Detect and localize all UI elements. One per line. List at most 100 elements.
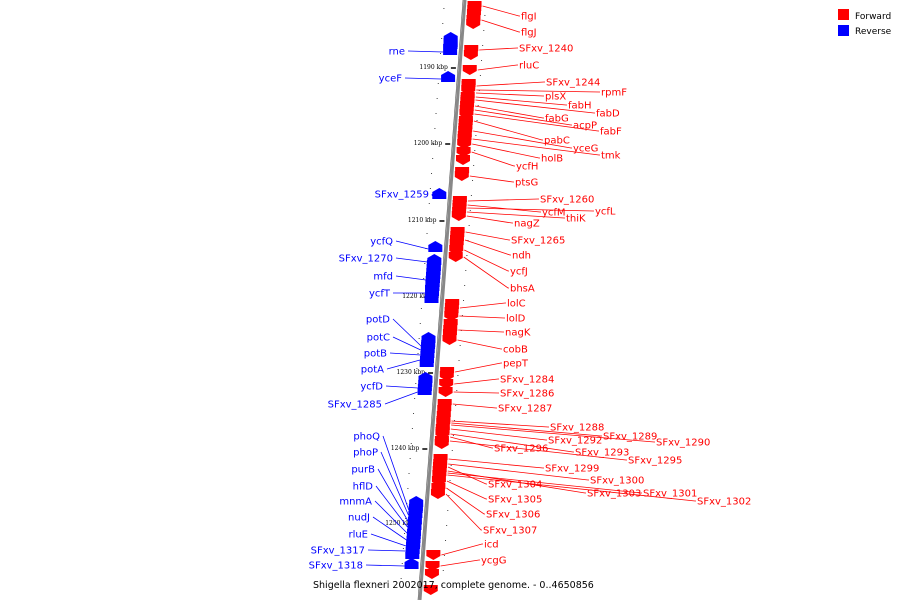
forward-gene-arrow[interactable] (460, 97, 475, 107)
forward-gene-label[interactable]: holB (541, 154, 563, 165)
forward-gene-arrow[interactable] (430, 489, 445, 499)
reverse-gene-arrow[interactable] (418, 376, 433, 387)
forward-gene-label[interactable]: ptsG (515, 178, 538, 189)
forward-gene-arrow[interactable] (426, 550, 441, 560)
reverse-gene-arrow[interactable] (404, 558, 419, 569)
reverse-gene-label[interactable]: nudJ (348, 513, 370, 524)
forward-gene-arrow[interactable] (448, 252, 463, 262)
forward-gene-arrow[interactable] (435, 427, 450, 437)
forward-gene-label[interactable]: ycgG (481, 556, 507, 567)
forward-gene-arrow[interactable] (449, 239, 464, 249)
forward-gene-label[interactable]: SFxv_1290 (656, 438, 710, 449)
forward-gene-arrow[interactable] (462, 65, 477, 75)
forward-gene-label[interactable]: SFxv_1296 (494, 444, 548, 455)
forward-gene-label[interactable]: pepT (503, 359, 529, 370)
reverse-gene-label[interactable]: rluE (348, 530, 368, 541)
forward-gene-label[interactable]: pabC (544, 136, 570, 147)
forward-gene-arrow[interactable] (445, 299, 460, 309)
forward-gene-label[interactable]: SFxv_1244 (546, 78, 600, 89)
forward-gene-arrow[interactable] (434, 439, 449, 449)
forward-gene-label[interactable]: icd (484, 540, 499, 551)
forward-gene-label[interactable]: SFxv_1305 (488, 495, 542, 506)
forward-gene-label[interactable]: ndh (512, 251, 531, 262)
reverse-gene-arrow[interactable] (441, 71, 456, 82)
forward-gene-label[interactable]: ycfJ (510, 267, 528, 278)
forward-gene-label[interactable]: SFxv_1303 (587, 489, 641, 500)
reverse-gene-label[interactable]: SFxv_1259 (375, 190, 429, 201)
forward-gene-label[interactable]: SFxv_1293 (575, 448, 629, 459)
reverse-gene-label[interactable]: potD (366, 315, 390, 326)
forward-gene-arrow[interactable] (425, 561, 440, 571)
forward-gene-label[interactable]: SFxv_1265 (511, 236, 565, 247)
forward-gene-label[interactable]: SFxv_1300 (590, 476, 644, 487)
reverse-gene-label[interactable]: SFxv_1318 (309, 561, 363, 572)
forward-gene-label[interactable]: rluC (519, 61, 539, 72)
forward-gene-label[interactable]: SFxv_1304 (488, 480, 542, 491)
reverse-gene-label[interactable]: mfd (373, 272, 393, 283)
forward-gene-arrow[interactable] (466, 19, 481, 29)
forward-gene-label[interactable]: lolD (506, 314, 526, 325)
forward-gene-arrow[interactable] (442, 335, 457, 345)
forward-gene-arrow[interactable] (438, 387, 453, 397)
reverse-gene-label[interactable]: hflD (353, 482, 374, 493)
reverse-gene-arrow[interactable] (424, 292, 439, 303)
forward-gene-arrow[interactable] (424, 569, 439, 579)
forward-gene-label[interactable]: ycfL (595, 207, 616, 218)
reverse-gene-arrow[interactable] (419, 356, 434, 367)
reverse-gene-label[interactable]: potC (367, 333, 390, 344)
reverse-gene-label[interactable]: SFxv_1317 (311, 546, 365, 557)
reverse-gene-arrow[interactable] (406, 536, 421, 547)
reverse-gene-label[interactable]: purB (351, 465, 375, 476)
forward-gene-label[interactable]: SFxv_1306 (486, 510, 540, 521)
reverse-gene-label[interactable]: yceF (379, 74, 403, 85)
forward-gene-arrow[interactable] (463, 50, 478, 60)
reverse-gene-arrow[interactable] (406, 528, 421, 539)
forward-gene-label[interactable]: SFxv_1307 (483, 526, 537, 537)
forward-gene-label[interactable]: lolC (507, 299, 526, 310)
forward-gene-label[interactable]: flgI (521, 12, 537, 23)
forward-gene-label[interactable]: rpmF (601, 88, 627, 99)
forward-gene-arrow[interactable] (456, 147, 471, 157)
reverse-gene-arrow[interactable] (443, 34, 458, 49)
forward-gene-label[interactable]: bhsA (510, 284, 535, 295)
forward-gene-arrow[interactable] (457, 139, 472, 149)
reverse-gene-arrow[interactable] (425, 276, 440, 291)
forward-gene-arrow[interactable] (439, 379, 454, 389)
reverse-gene-label[interactable]: rne (389, 47, 405, 58)
reverse-gene-label[interactable]: phoQ (353, 432, 380, 443)
reverse-gene-label[interactable]: ycfD (360, 382, 383, 393)
forward-gene-label[interactable]: fabD (596, 109, 620, 120)
forward-gene-arrow[interactable] (456, 155, 470, 165)
reverse-gene-arrow[interactable] (408, 500, 423, 511)
forward-gene-label[interactable]: SFxv_1299 (545, 464, 599, 475)
reverse-gene-label[interactable]: mnmA (339, 497, 372, 508)
forward-gene-label[interactable]: SFxv_1289 (603, 432, 657, 443)
forward-gene-arrow[interactable] (461, 79, 476, 89)
forward-gene-label[interactable]: SFxv_1302 (697, 497, 751, 508)
forward-gene-arrow[interactable] (442, 329, 457, 339)
forward-gene-label[interactable]: thiK (566, 214, 586, 225)
reverse-gene-label[interactable]: SFxv_1270 (339, 254, 393, 265)
reverse-gene-label[interactable]: SFxv_1285 (328, 400, 382, 411)
forward-gene-arrow[interactable] (451, 211, 466, 221)
forward-gene-label[interactable]: nagZ (514, 219, 540, 230)
reverse-gene-arrow[interactable] (405, 548, 420, 559)
reverse-gene-label[interactable]: ycfQ (370, 237, 393, 248)
forward-gene-arrow[interactable] (458, 123, 473, 133)
reverse-gene-arrow[interactable] (428, 241, 443, 252)
forward-gene-label[interactable]: SFxv_1286 (500, 389, 554, 400)
forward-gene-label[interactable]: flgJ (521, 28, 537, 39)
forward-gene-arrow[interactable] (467, 5, 482, 15)
reverse-gene-arrow[interactable] (421, 336, 436, 347)
forward-gene-label[interactable]: nagK (505, 328, 531, 339)
forward-gene-label[interactable]: SFxv_1284 (500, 375, 554, 386)
forward-gene-label[interactable]: acpP (573, 121, 597, 132)
forward-gene-label[interactable]: SFxv_1260 (540, 195, 594, 206)
forward-gene-label[interactable]: SFxv_1240 (519, 44, 573, 55)
forward-gene-label[interactable]: ycfM (542, 208, 566, 219)
reverse-gene-arrow[interactable] (432, 188, 447, 199)
forward-gene-arrow[interactable] (455, 167, 470, 177)
forward-gene-label[interactable]: fabG (545, 114, 569, 125)
forward-gene-label[interactable]: fabF (600, 127, 622, 138)
forward-gene-label[interactable]: SFxv_1292 (548, 436, 602, 447)
